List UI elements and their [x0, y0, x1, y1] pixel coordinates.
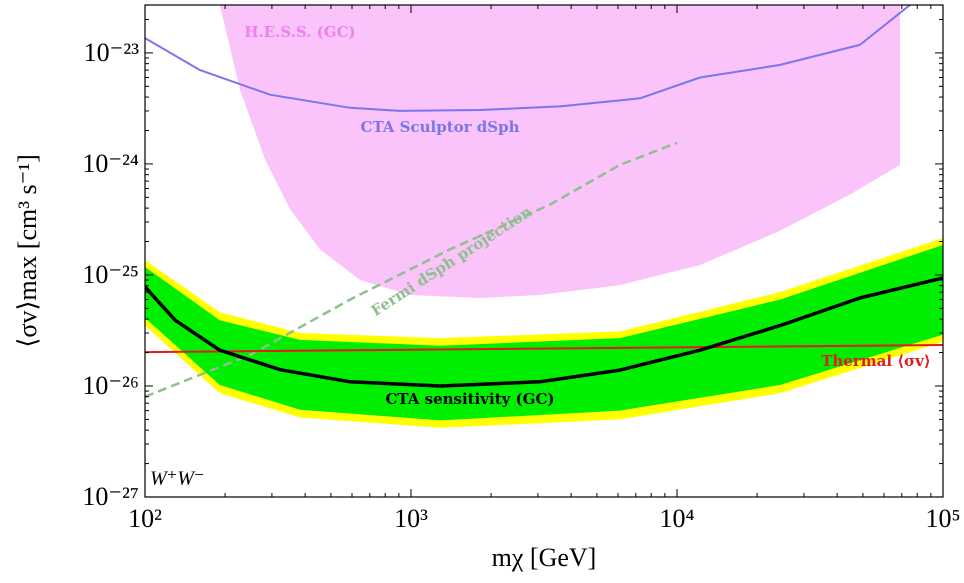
y-tick-label: 10⁻²⁷ — [82, 482, 139, 511]
x-tick-label: 10² — [128, 504, 162, 533]
series-label: CTA sensitivity (GC) — [385, 390, 554, 408]
plot-area — [145, 5, 943, 428]
y-tick-label: 10⁻²³ — [84, 38, 140, 67]
x-tick-label: 10⁴ — [659, 504, 694, 533]
channel-label: W⁺W⁻ — [150, 468, 204, 490]
x-axis-label: mχ [GeV] — [492, 543, 597, 572]
plot-frame — [144, 4, 944, 498]
series-line — [145, 344, 943, 354]
x-tick-label: 10⁵ — [925, 504, 960, 533]
y-tick-label: 10⁻²⁵ — [82, 260, 139, 289]
series-label: CTA Sculptor dSph — [361, 118, 520, 136]
series-line — [145, 276, 943, 388]
series-line — [145, 5, 911, 112]
axes: 10² 10³ 10⁴ 10⁵ 10⁻²⁷ 10⁻²⁶ 10⁻²⁵ 10⁻²⁴ 10⁻²³ — [82, 5, 961, 533]
series-label: Thermal ⟨σv⟩ — [821, 352, 931, 370]
series-label: H.E.S.S. (GC) — [244, 23, 355, 41]
series-line — [145, 141, 678, 398]
y-tick-label: 10⁻²⁶ — [82, 371, 139, 400]
x-tick-label: 10³ — [394, 504, 428, 533]
y-axis-label: ⟨σv⟩max [cm³ s⁻¹] — [13, 154, 42, 348]
band — [219, 5, 901, 298]
band — [145, 245, 943, 421]
y-tick-label: 10⁻²⁴ — [82, 149, 139, 178]
